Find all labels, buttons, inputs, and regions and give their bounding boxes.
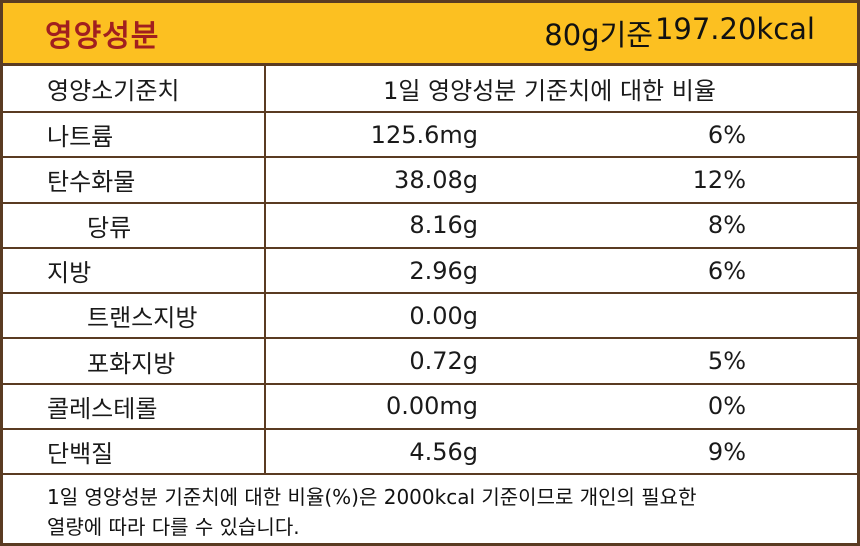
nutrient-amount: 0.00mg — [385, 392, 478, 421]
nutrient-percent — [478, 294, 746, 337]
nutrient-percent: 5% — [707, 347, 746, 376]
nutrient-name: 트랜스지방 — [3, 294, 266, 338]
nutrition-table: 영양소기준치 1일 영양성분 기준치에 대한 비율 나트륨 125.6mg 6%… — [0, 66, 860, 476]
nutrient-amount: 0.72g — [409, 347, 478, 376]
table-header-row: 영양소기준치 1일 영양성분 기준치에 대한 비율 — [3, 66, 857, 113]
nutrient-amount: 125.6mg — [370, 120, 478, 149]
nutrient-percent: 0% — [707, 392, 746, 421]
serving-basis: 80g기준 197.20kcal — [544, 12, 815, 54]
nutrient-name: 포화지방 — [3, 339, 266, 383]
table-row: 포화지방 0.72g 5% — [3, 339, 857, 385]
table-row: 단백질 4.56g 9% — [3, 430, 857, 476]
nutrient-name: 지방 — [3, 248, 266, 293]
nutrition-title: 영양성분 — [45, 19, 160, 54]
nutrient-percent: 6% — [707, 256, 746, 285]
column-header-daily-value: 1일 영양성분 기준치에 대한 비율 — [383, 77, 716, 105]
nutrient-percent: 8% — [707, 211, 746, 240]
nutrient-name: 탄수화물 — [3, 158, 266, 202]
daily-value-footnote: 1일 영양성분 기준치에 대한 비율(%)은 2000kcal 기준이므로 개인… — [0, 474, 860, 546]
table-row: 콜레스테롤 0.00mg 0% — [3, 384, 857, 431]
nutrient-amount: 0.00g — [409, 301, 478, 330]
serving-amount: 80g기준 — [544, 18, 653, 52]
nutrient-percent: 12% — [692, 165, 746, 194]
nutrient-name: 콜레스테롤 — [3, 384, 266, 429]
footnote-line-1: 1일 영양성분 기준치에 대한 비율(%)은 2000kcal 기준이므로 개인… — [47, 485, 697, 509]
table-row: 지방 2.96g 6% — [3, 248, 857, 295]
nutrition-header: 영양성분 80g기준 197.20kcal — [0, 0, 860, 66]
nutrient-percent: 6% — [707, 120, 746, 149]
table-row: 트랜스지방 0.00g — [3, 294, 857, 340]
footnote-line-2: 열량에 따라 다를 수 있습니다. — [47, 515, 300, 539]
table-row: 탄수화물 38.08g 12% — [3, 158, 857, 204]
table-row: 나트륨 125.6mg 6% — [3, 113, 857, 159]
nutrient-amount: 2.96g — [409, 256, 478, 285]
nutrient-amount: 8.16g — [409, 211, 478, 240]
nutrient-name: 단백질 — [3, 430, 266, 474]
nutrient-amount: 38.08g — [394, 165, 478, 194]
table-row: 당류 8.16g 8% — [3, 203, 857, 249]
column-header-nutrient: 영양소기준치 — [3, 66, 266, 111]
nutrient-name: 당류 — [3, 203, 266, 247]
nutrient-name: 나트륨 — [3, 113, 266, 157]
nutrient-amount: 4.56g — [409, 437, 478, 466]
serving-calories: 197.20kcal — [654, 12, 815, 46]
nutrient-percent: 9% — [707, 437, 746, 466]
